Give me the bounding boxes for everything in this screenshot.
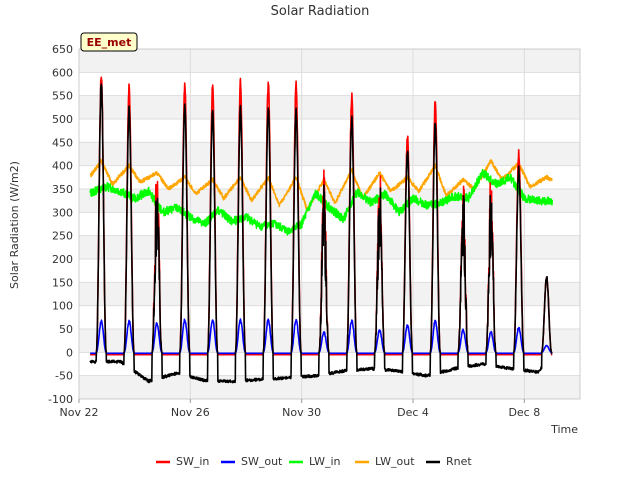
- plot-background: [79, 49, 580, 399]
- series-line-sw-out: [89, 318, 553, 355]
- y-axis-ticks: -100 -50 0 50 100 150 200 250 300 350 400 450 500 550…: [48, 43, 73, 406]
- series-line-rnet: [89, 83, 553, 384]
- y-tick-label: 100: [52, 300, 73, 313]
- legend-label-rnet: Rnet: [446, 455, 472, 468]
- y-tick-label: 150: [52, 276, 73, 289]
- x-tick-label: Nov 30: [282, 406, 321, 419]
- y-tick-label: 600: [52, 66, 73, 79]
- x-axis-ticks: Nov 22 Nov 26 Nov 30 Dec 4 Dec 8: [60, 399, 540, 419]
- station-badge: EE_met: [80, 32, 138, 52]
- plot-frame: [78, 48, 581, 400]
- grid-band: [79, 235, 580, 259]
- legend-label-lw-in: LW_in: [309, 455, 341, 468]
- y-tick-label: 450: [52, 136, 73, 149]
- series-lines: [89, 76, 553, 384]
- legend-label-sw-out: SW_out: [241, 455, 283, 468]
- y-tick-label: 500: [52, 113, 73, 126]
- y-tick-label: 0: [66, 346, 73, 359]
- x-tick-label: Dec 4: [397, 406, 429, 419]
- x-axis-label: Time: [550, 423, 578, 436]
- grid-band: [79, 282, 580, 306]
- grid-band: [79, 49, 580, 73]
- x-tick-label: Nov 26: [171, 406, 210, 419]
- y-tick-label: 250: [52, 230, 73, 243]
- y-tick-label: 400: [52, 160, 73, 173]
- station-badge-text: EE_met: [87, 36, 132, 49]
- y-tick-label: 650: [52, 43, 73, 56]
- grid-band: [79, 95, 580, 119]
- grid-band: [79, 329, 580, 353]
- series-line-lw-in: [89, 168, 553, 236]
- legend-label-lw-out: LW_out: [375, 455, 415, 468]
- y-tick-label: -100: [48, 393, 73, 406]
- y-tick-label: 200: [52, 253, 73, 266]
- y-tick-label: -50: [55, 370, 73, 383]
- grid-band: [79, 142, 580, 166]
- y-tick-label: 350: [52, 183, 73, 196]
- y-tick-label: 550: [52, 90, 73, 103]
- grid-band: [79, 375, 580, 399]
- y-tick-label: 300: [52, 206, 73, 219]
- x-tick-label: Dec 8: [508, 406, 540, 419]
- legend: SW_in SW_out LW_in LW_out Rnet: [156, 455, 472, 468]
- y-axis-label: Solar Radiation (W/m2): [8, 161, 21, 289]
- chart-title: Solar Radiation: [271, 4, 370, 19]
- x-tick-label: Nov 22: [60, 406, 99, 419]
- legend-label-sw-in: SW_in: [176, 455, 209, 468]
- y-tick-label: 50: [59, 323, 73, 336]
